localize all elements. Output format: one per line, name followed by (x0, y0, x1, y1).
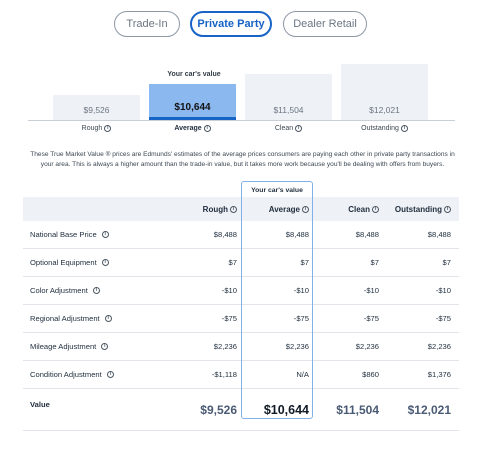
info-circle-icon[interactable]: i (400, 125, 408, 132)
bar-clean[interactable]: $11,504 (245, 74, 332, 120)
tab-trade-in[interactable]: Trade-In (114, 11, 180, 37)
table-row: Regional Adjustment i -$75 -$75 -$75 -$75 (23, 305, 459, 333)
row-label-text: Mileage Adjustment (30, 342, 97, 351)
cell-average: $8,488 (285, 230, 309, 239)
cell-outstanding: $2,236 (427, 342, 451, 351)
value-clean: $11,504 (336, 402, 379, 417)
bar-outstanding[interactable]: $12,021 (341, 64, 428, 120)
tab-private-party[interactable]: Private Party (190, 11, 272, 37)
bar-clean-price: $11,504 (273, 105, 304, 115)
cell-average: $7 (300, 258, 309, 267)
cell-clean: $7 (370, 258, 379, 267)
row-label: Value (30, 400, 50, 409)
cell-average: -$75 (293, 314, 309, 323)
row-label-text: Regional Adjustment (30, 314, 100, 323)
condition-average-text: Average (174, 125, 202, 132)
condition-clean-text: Clean (274, 125, 294, 132)
condition-label-clean: Clean i (245, 125, 332, 132)
condition-label-outstanding: Outstanding i (341, 125, 428, 132)
header-rough-text: Rough (202, 204, 228, 214)
value-outstanding: $12,021 (407, 402, 451, 417)
cell-rough: $7 (228, 258, 237, 267)
cell-outstanding: $7 (442, 258, 451, 267)
cell-average: $2,236 (285, 342, 309, 351)
cell-clean: -$75 (363, 314, 379, 323)
cell-average: N/A (296, 370, 309, 379)
cell-rough: $2,236 (213, 342, 237, 351)
info-circle-icon[interactable]: i (92, 287, 100, 294)
pricing-type-tabs: Trade-In Private Party Dealer Retail (0, 11, 483, 37)
row-label: Regional Adjustment i (30, 305, 112, 332)
bar-rough-price: $9,526 (83, 105, 110, 115)
info-circle-icon[interactable]: i (104, 315, 112, 322)
header-clean-text: Clean (348, 204, 370, 214)
cell-average: -$10 (293, 286, 309, 295)
info-circle-icon[interactable]: i (101, 231, 109, 238)
cell-outstanding: $1,376 (427, 370, 451, 379)
info-circle-icon[interactable]: i (104, 125, 112, 132)
bar-rough[interactable]: $9,526 (53, 95, 140, 120)
info-circle-icon[interactable]: i (372, 205, 379, 213)
bar-average[interactable]: $10,644 (149, 84, 236, 120)
info-circle-icon[interactable]: i (106, 371, 114, 378)
header-rough: Rough i (173, 197, 237, 221)
condition-label-rough: Rough i (53, 125, 140, 132)
info-circle-icon[interactable]: i (302, 205, 309, 213)
row-label: Color Adjustment i (30, 277, 100, 304)
row-label-text: National Base Price (30, 230, 97, 239)
cell-clean: $860 (362, 370, 379, 379)
chart-baseline (28, 120, 455, 121)
cell-clean: $8,488 (355, 230, 379, 239)
table-row: Color Adjustment i -$10 -$10 -$10 -$10 (23, 277, 459, 305)
condition-rough-text: Rough (81, 125, 103, 132)
table-row: Mileage Adjustment i $2,236 $2,236 $2,236… (23, 333, 459, 361)
cell-rough: -$75 (221, 314, 237, 323)
your-car-value-caption: Your car's value (167, 71, 221, 78)
table-header-row: Rough i Average i Clean i Outstanding i (23, 197, 459, 221)
value-rough: $9,526 (200, 402, 237, 417)
row-label: Mileage Adjustment i (30, 333, 109, 360)
table-row-value: Value $9,526 $10,644 $11,504 $12,021 (23, 389, 459, 431)
row-label-text: Optional Equipment (30, 258, 97, 267)
condition-value-chart: $9,526 $10,644 $11,504 $12,021 (28, 60, 455, 140)
tab-dealer-retail[interactable]: Dealer Retail (283, 11, 367, 37)
cell-clean: $2,236 (355, 342, 379, 351)
cell-rough: -$10 (221, 286, 237, 295)
table-row: Optional Equipment i $7 $7 $7 $7 (23, 249, 459, 277)
condition-label-average: Average i (149, 125, 236, 132)
info-circle-icon[interactable]: i (230, 205, 237, 213)
table-row: Condition Adjustment i -$1,118 N/A $860 $… (23, 361, 459, 389)
row-label-text: Color Adjustment (30, 286, 88, 295)
cell-outstanding: -$10 (435, 286, 451, 295)
bar-average-price: $10,644 (174, 102, 211, 113)
cell-rough: $8,488 (213, 230, 237, 239)
average-column-caption: Your car's value (251, 187, 303, 194)
header-outstanding-text: Outstanding (394, 204, 442, 214)
row-label-text: Condition Adjustment (30, 370, 102, 379)
header-clean: Clean i (313, 197, 379, 221)
cell-outstanding: -$75 (435, 314, 451, 323)
info-circle-icon[interactable]: i (101, 259, 109, 266)
info-circle-icon[interactable]: i (203, 125, 211, 132)
info-circle-icon[interactable]: i (295, 125, 303, 132)
cell-outstanding: $8,488 (427, 230, 451, 239)
cell-clean: -$10 (363, 286, 379, 295)
row-label: Condition Adjustment i (30, 361, 114, 388)
table-row: National Base Price i $8,488 $8,488 $8,48… (23, 221, 459, 249)
row-label: National Base Price i (30, 221, 109, 248)
condition-outstanding-text: Outstanding (361, 125, 399, 132)
header-average-text: Average (268, 204, 300, 214)
info-circle-icon[interactable]: i (101, 343, 109, 350)
tmv-disclaimer: These True Market Value ® prices are Edm… (30, 151, 455, 168)
bar-outstanding-price: $12,021 (369, 105, 400, 115)
value-average: $10,644 (263, 402, 309, 417)
row-label: Optional Equipment i (30, 249, 109, 276)
info-circle-icon[interactable]: i (444, 205, 451, 213)
header-outstanding: Outstanding i (381, 197, 451, 221)
cell-rough: -$1,118 (211, 370, 237, 379)
header-average: Average i (243, 197, 309, 221)
